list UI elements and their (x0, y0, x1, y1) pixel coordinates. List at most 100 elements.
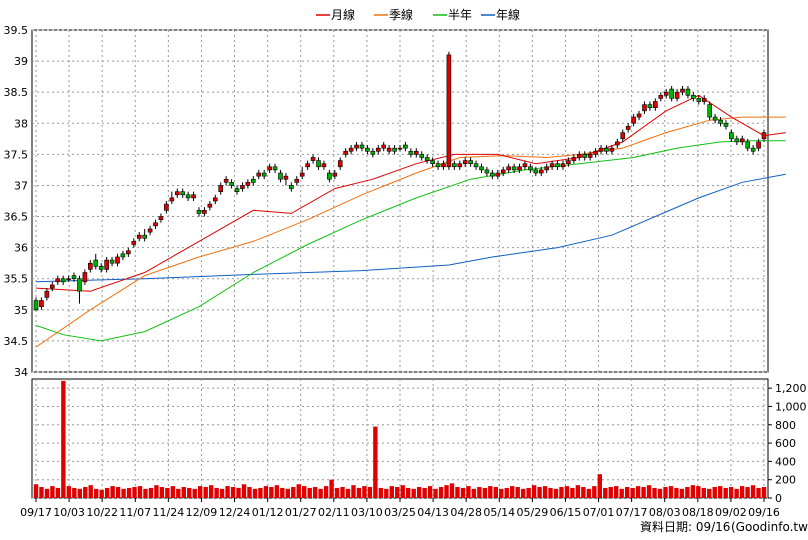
candle (354, 141, 359, 152)
candle (185, 191, 191, 201)
candle-body (441, 163, 446, 168)
candle-body (615, 141, 620, 146)
candle-body (202, 210, 207, 214)
volume-bar (312, 487, 318, 498)
x-tick-label: 12/09 (186, 506, 218, 519)
candle-body (424, 157, 430, 161)
candle-body (44, 290, 50, 298)
candle (267, 163, 272, 174)
volume-bar (416, 487, 422, 498)
volume-bar (696, 486, 701, 498)
candle-body (680, 88, 685, 93)
candle (98, 263, 104, 273)
volume-bar (449, 483, 455, 498)
candle-body (109, 259, 115, 264)
candle (71, 272, 77, 282)
candle (587, 151, 593, 161)
legend-item: 季線 (374, 7, 413, 22)
volume-bar (444, 485, 449, 498)
volume-bar (690, 485, 696, 498)
candle-body (77, 278, 82, 292)
candle (468, 157, 473, 167)
x-tick-label: 08/18 (682, 506, 714, 519)
candle-body (413, 150, 419, 155)
candle (517, 163, 522, 174)
candle-body (446, 54, 452, 168)
candle-body (332, 172, 338, 177)
candle-body (131, 241, 137, 245)
x-tick-label: 07/01 (583, 506, 615, 519)
volume-bar (373, 426, 378, 498)
volume-bar (88, 485, 93, 498)
candle (457, 160, 463, 170)
volume-bar (652, 487, 657, 498)
candle (196, 207, 202, 217)
candle (245, 179, 251, 189)
candle (761, 129, 767, 142)
candle (538, 166, 544, 177)
candle (549, 160, 555, 170)
candle-body (321, 163, 327, 168)
candle (49, 281, 55, 292)
candle-body (267, 166, 272, 171)
candle-body (593, 150, 598, 155)
volume-bar (291, 487, 296, 498)
volume-tick-label: 200 (775, 474, 796, 487)
candle (723, 120, 729, 130)
candle (528, 163, 533, 174)
volume-bar (225, 486, 230, 498)
candle-body (555, 163, 560, 168)
volume-bar (750, 485, 756, 498)
candle (278, 169, 283, 183)
candle-body (55, 278, 61, 283)
legend-item: 月線 (316, 7, 355, 22)
candle-body (392, 147, 397, 152)
candle (625, 123, 631, 133)
volume-bar (170, 486, 176, 498)
candle (452, 160, 457, 170)
volume-bar (526, 487, 531, 498)
candle (126, 247, 131, 257)
volume-bar (378, 487, 384, 498)
legend-item: 半年 (433, 8, 472, 22)
volume-bar (646, 485, 652, 498)
volume-bar (466, 486, 471, 498)
candle-body (484, 169, 490, 174)
candle-body (598, 147, 604, 152)
candle-body (473, 163, 479, 168)
volume-bar (504, 487, 509, 498)
volume-bar (187, 487, 192, 498)
candle (174, 188, 180, 198)
candle-body (761, 132, 767, 140)
candle-body (169, 197, 175, 202)
candle (381, 141, 387, 152)
candle (598, 145, 604, 155)
candle (375, 145, 381, 155)
volume-bar (570, 487, 575, 498)
candle (234, 185, 240, 195)
x-tick-label: 04/28 (450, 506, 482, 519)
candle (739, 135, 745, 146)
candle (674, 89, 680, 102)
volume-bar (258, 487, 263, 498)
volume-bar (159, 487, 165, 498)
candle-body (625, 126, 631, 130)
volume-bar (192, 488, 197, 498)
volume-bar (531, 485, 537, 498)
volume-bar (132, 487, 137, 498)
candle (756, 138, 761, 152)
volume-bar (334, 487, 340, 498)
volume-bar (345, 488, 351, 498)
volume-bar (657, 488, 663, 498)
candle-body (240, 185, 245, 189)
volume-bar (104, 487, 110, 498)
volume-bar (548, 487, 553, 498)
volume-bar (433, 488, 438, 498)
x-tick-label: 07/17 (616, 506, 648, 519)
candle-body (745, 141, 751, 149)
volume-tick-label: 1,200 (775, 382, 807, 395)
candle-body (223, 178, 229, 183)
candle (403, 141, 408, 152)
candle (745, 138, 751, 152)
